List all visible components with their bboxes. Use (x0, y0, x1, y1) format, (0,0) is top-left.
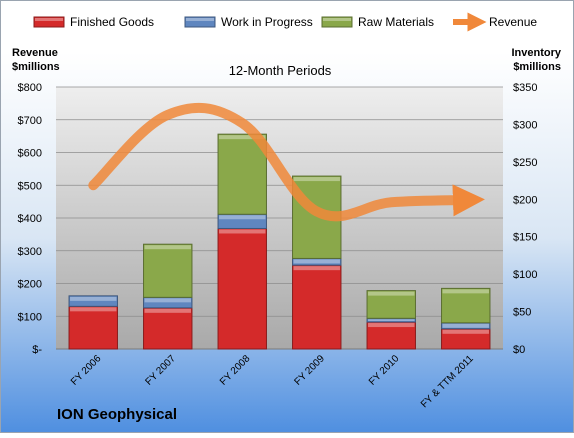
bar-segment-highlight (368, 291, 415, 296)
bar-segment-highlight (293, 266, 340, 271)
right-tick-label: $300 (513, 119, 537, 131)
legend-label: Revenue (489, 15, 537, 29)
bar-segment (68, 295, 118, 307)
right-axis-label-line1: Inventory (511, 47, 561, 59)
left-tick-label: $- (32, 344, 42, 356)
left-tick-label: $100 (18, 311, 42, 323)
bar-segment-highlight (293, 259, 340, 264)
bar-segment (292, 264, 342, 350)
legend: Finished Goods Work in Progress Raw Materi… (33, 12, 537, 32)
left-axis-ticks: $- $100 $200 $300 $400 $500 $600 $700 $800 (18, 82, 43, 356)
bar-segment-highlight (219, 215, 266, 220)
bar-segment-highlight (70, 307, 117, 312)
right-tick-label: $100 (513, 269, 537, 281)
legend-swatch-highlight (35, 18, 63, 21)
bar-segment-highlight (144, 245, 191, 250)
left-axis-label-line2: $millions (12, 61, 60, 73)
bar-segment-highlight (442, 323, 489, 328)
right-tick-label: $50 (513, 307, 531, 319)
bar-segment-highlight (70, 296, 117, 301)
legend-swatch-highlight (323, 18, 351, 21)
bar-segment-highlight (144, 308, 191, 313)
bar-segment-highlight (219, 229, 266, 234)
left-tick-label: $500 (18, 180, 42, 192)
left-axis-label-line1: Revenue (12, 47, 58, 59)
bar-segment-highlight (219, 135, 266, 140)
right-tick-label: $200 (513, 194, 537, 206)
legend-label: Work in Progress (221, 15, 313, 29)
right-tick-label: $250 (513, 157, 537, 169)
bar-segment-highlight (144, 298, 191, 303)
revenue-line-path (88, 102, 485, 222)
bar-segment (217, 133, 267, 215)
right-tick-label: $350 (513, 82, 537, 94)
right-axis-ticks: $0 $50 $100 $150 $200 $250 $300 $350 (513, 82, 537, 356)
bar-segment-highlight (442, 329, 489, 334)
left-tick-label: $800 (18, 82, 42, 94)
bar-segment (143, 307, 193, 350)
left-tick-label: $700 (18, 115, 42, 127)
left-tick-label: $600 (18, 148, 42, 160)
bars (68, 133, 491, 350)
right-axis-label-line2: $millions (513, 61, 561, 73)
company-name: ION Geophysical (57, 406, 177, 423)
bar-segment-highlight (368, 323, 415, 328)
legend-label: Finished Goods (70, 15, 154, 29)
legend-swatch (184, 16, 216, 28)
bar-segment (143, 243, 193, 298)
bar-segment-highlight (293, 177, 340, 182)
right-tick-label: $150 (513, 232, 537, 244)
revenue-line (88, 102, 485, 222)
bar-segment (441, 287, 491, 324)
bar-segment-highlight (442, 289, 489, 294)
gridlines (56, 86, 503, 350)
left-tick-label: $200 (18, 279, 42, 291)
left-tick-label: $400 (18, 213, 42, 225)
legend-swatch (321, 16, 353, 28)
legend-label: Raw Materials (358, 15, 434, 29)
bar-segment (68, 305, 118, 350)
right-tick-label: $0 (513, 344, 525, 356)
legend-swatch (33, 16, 65, 28)
chart-title: 12-Month Periods (229, 63, 332, 78)
bar-segment-highlight (368, 319, 415, 322)
bar-segment (217, 227, 267, 350)
legend-swatch-highlight (186, 18, 214, 21)
left-tick-label: $300 (18, 246, 42, 258)
